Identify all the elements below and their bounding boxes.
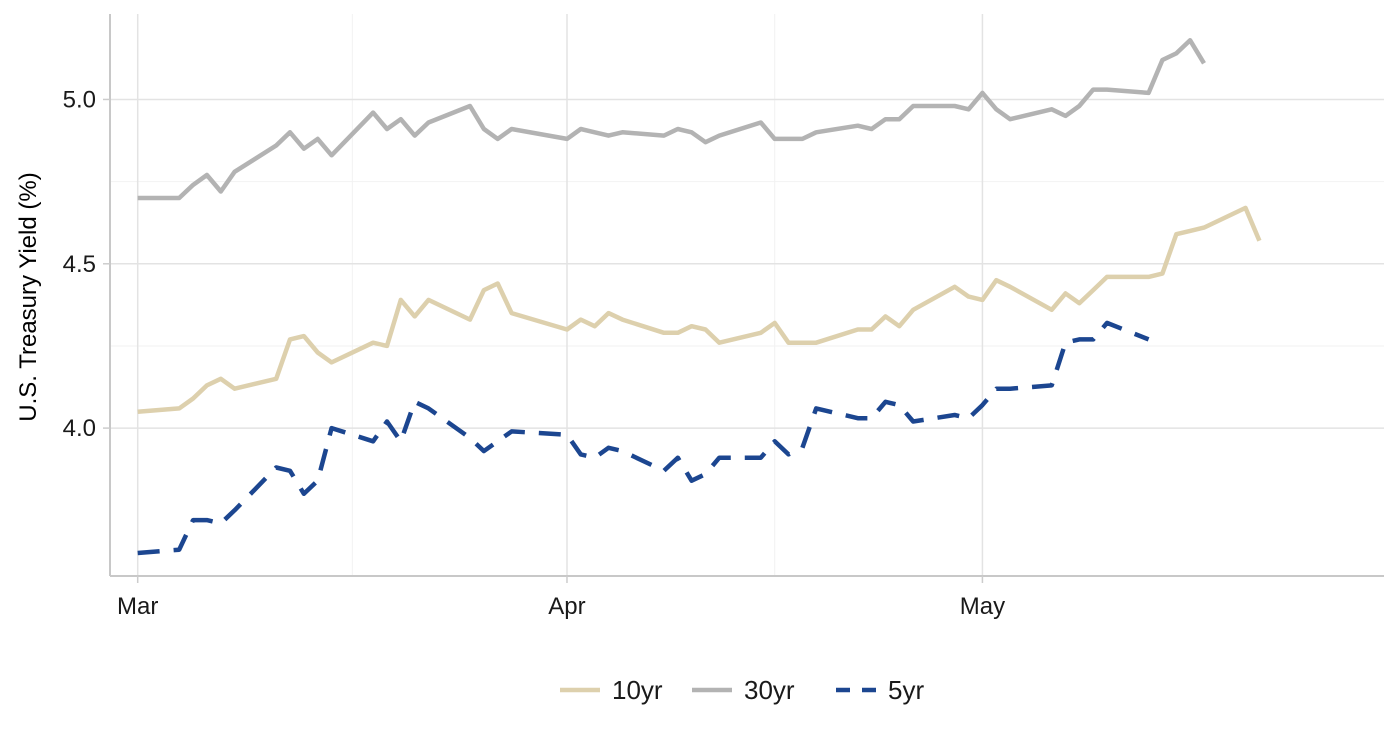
y-tick-label: 5.0 (63, 86, 96, 113)
grid-layer (110, 14, 1384, 576)
axes-layer (109, 14, 1384, 577)
x-tick-label: Apr (548, 593, 585, 620)
x-tick-label: May (960, 593, 1005, 620)
y-tick-label: 4.5 (63, 251, 96, 278)
legend-label-5yr: 5yr (888, 675, 924, 705)
y-axis-title: U.S. Treasury Yield (%) (15, 172, 42, 421)
legend: 10yr 30yr 5yr (560, 675, 924, 705)
x-tick-label: Mar (117, 593, 158, 620)
series-line-5yr (137, 320, 1150, 556)
y-tick-label: 4.0 (63, 415, 96, 442)
series-layer (137, 38, 1262, 556)
series-line-30yr (137, 38, 1206, 201)
series-line-10yr (137, 205, 1262, 414)
ticks-layer: Mar Apr May 4.0 4.5 5.0 (63, 86, 1005, 620)
legend-label-30yr: 30yr (744, 675, 795, 705)
legend-label-10yr: 10yr (612, 675, 663, 705)
